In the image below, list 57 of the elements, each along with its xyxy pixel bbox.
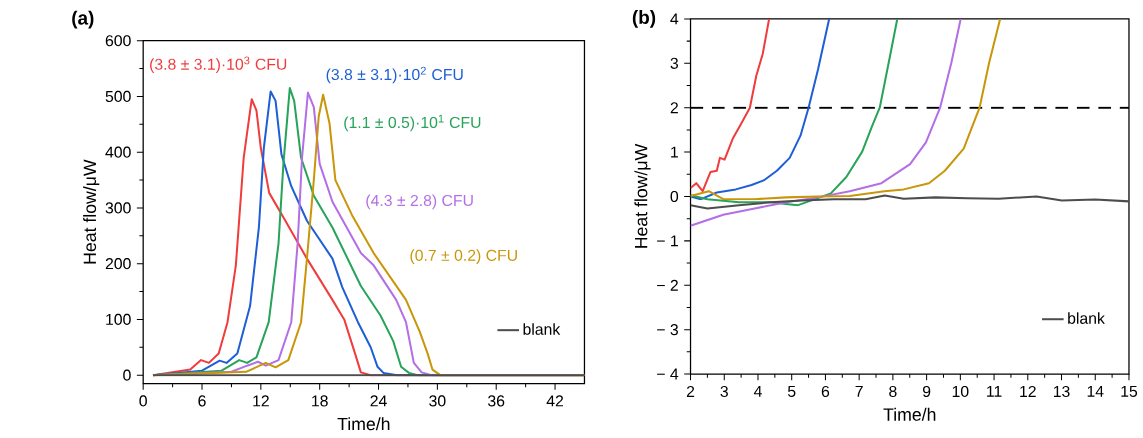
x-tick-label: 0 — [139, 395, 147, 407]
x-tick-label: 13 — [1053, 385, 1070, 397]
x-tick-label: 18 — [312, 395, 328, 407]
y-tick-label: 4 — [670, 13, 679, 25]
line-series — [690, 18, 899, 207]
x-tick-label: 6 — [821, 385, 830, 397]
y-axis-title: Heat flow/μW — [634, 143, 651, 248]
x-tick-label: 24 — [370, 395, 387, 407]
series-label: (4.3 ± 2.8) CFU — [366, 194, 473, 209]
text: (3.8 ± 3.1)·10$^{3}$ CFU — [150, 56, 287, 73]
y-tick-label: 600 — [105, 34, 131, 47]
chart-title: (b) — [632, 9, 656, 28]
y-tick-label: 0 — [123, 369, 131, 381]
y-tick-label: 2 — [670, 101, 678, 113]
line-series — [690, 18, 962, 227]
x-tick-label: 12 — [253, 395, 269, 407]
x-tick-label: 10 — [952, 385, 969, 397]
x-tick-label: 12 — [1020, 385, 1036, 397]
x-tick-label: 6 — [198, 395, 206, 407]
x-tick-label: 2 — [686, 385, 695, 397]
legend-label: blank — [1068, 312, 1105, 324]
line-series — [690, 18, 1002, 200]
y-tick-label: − 3 — [657, 323, 678, 336]
y-tick-label: 300 — [105, 202, 131, 214]
text: (3.8 ± 3.1)·10$^{2}$ CFU — [326, 66, 463, 84]
y-tick-label: 3 — [670, 57, 678, 69]
x-tick-label: 4 — [753, 385, 762, 397]
y-tick-label: − 1 — [657, 235, 678, 247]
y-tick-label: − 2 — [657, 279, 678, 291]
line-series — [690, 18, 771, 192]
y-axis-title: Heat flow/μW — [83, 159, 100, 264]
x-tick-label: 30 — [429, 395, 446, 407]
x-axis-title: Time/h — [337, 417, 390, 431]
x-tick-label: 3 — [720, 385, 728, 397]
x-tick-label: 8 — [889, 385, 897, 397]
x-tick-label: 14 — [1087, 385, 1104, 397]
y-tick-label: 1 — [671, 146, 678, 158]
line-series — [690, 194, 1129, 210]
x-tick-label: 15 — [1121, 385, 1138, 397]
chart-title: (a) — [72, 10, 94, 29]
line-series — [690, 18, 831, 200]
x-tick-label: 36 — [488, 395, 505, 407]
x-tick-label: 5 — [787, 385, 796, 397]
y-tick-label: 500 — [105, 90, 131, 102]
y-tick-label: 200 — [105, 257, 131, 270]
x-tick-label: 11 — [987, 385, 1002, 397]
y-tick-label: − 4 — [657, 368, 679, 380]
x-tick-label: 9 — [922, 385, 931, 397]
x-tick-label: 7 — [855, 385, 863, 397]
x-tick-label: 42 — [546, 395, 564, 407]
y-tick-label: 0 — [670, 190, 679, 202]
series-label: (0.7 ± 0.2) CFU — [410, 249, 517, 264]
y-tick-label: 100 — [106, 313, 131, 325]
x-axis-title: Time/h — [883, 407, 936, 421]
y-tick-label: 400 — [105, 146, 131, 158]
legend-label: blank — [523, 323, 561, 335]
text: (1.1 ± 0.5)·10$^{1}$ CFU — [344, 114, 481, 131]
